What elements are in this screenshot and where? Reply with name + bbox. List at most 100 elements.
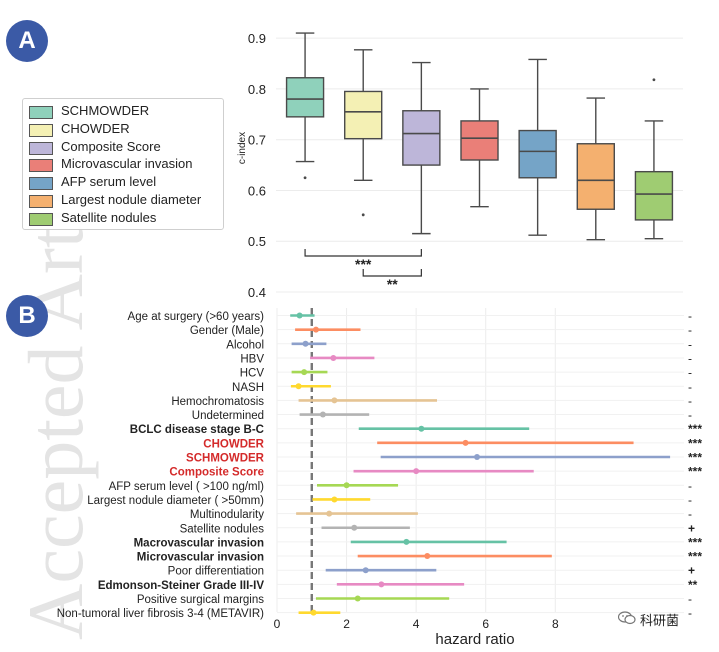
box-chowder bbox=[344, 90, 383, 140]
y-tick-label: 0.6 bbox=[248, 183, 266, 198]
legend-item: AFP serum level bbox=[29, 174, 219, 191]
row-label: CHOWDER bbox=[203, 438, 264, 450]
significance-label: - bbox=[688, 479, 692, 493]
x-tick-label: 0 bbox=[274, 617, 281, 631]
row-label: Alcohol bbox=[226, 339, 264, 351]
x-tick-label: 2 bbox=[343, 617, 350, 631]
significance-label: *** bbox=[688, 465, 702, 479]
box-outlier bbox=[361, 213, 365, 217]
significance-label: - bbox=[688, 394, 692, 408]
hazard-point bbox=[312, 326, 319, 333]
hazard-point bbox=[331, 496, 338, 503]
legend-label: CHOWDER bbox=[61, 120, 130, 136]
hazard-point bbox=[403, 538, 410, 545]
x-tick-label: 8 bbox=[552, 617, 559, 631]
legend-item: Composite Score bbox=[29, 139, 219, 156]
legend-swatch bbox=[29, 212, 53, 226]
box-largest-nodule-diameter bbox=[576, 143, 615, 210]
hazard-point bbox=[354, 595, 361, 602]
row-label: Gender (Male) bbox=[190, 325, 264, 337]
legend-swatch bbox=[29, 141, 53, 155]
panel-a-badge: A bbox=[6, 20, 48, 62]
hazard-point bbox=[474, 454, 481, 460]
row-label: HBV bbox=[240, 353, 264, 365]
y-tick-label: 0.9 bbox=[248, 31, 266, 46]
hazard-point bbox=[343, 482, 350, 489]
legend-swatch bbox=[29, 106, 53, 119]
legend-label: Largest nodule diameter bbox=[61, 192, 202, 207]
significance-label: - bbox=[688, 592, 692, 606]
x-tick-label: 4 bbox=[413, 617, 420, 631]
box-satellite-nodules bbox=[634, 170, 674, 221]
significance-bracket bbox=[304, 249, 422, 257]
row-label: Satellite nodules bbox=[180, 523, 265, 535]
row-label: SCHMOWDER bbox=[186, 453, 265, 465]
legend-label: AFP serum level bbox=[61, 174, 157, 190]
box-schmowder bbox=[285, 77, 325, 118]
legend-item: Largest nodule diameter bbox=[29, 192, 219, 209]
row-label: Positive surgical margins bbox=[137, 594, 264, 606]
hazard-point bbox=[330, 354, 337, 361]
row-label: Microvascular invasion bbox=[137, 552, 264, 564]
significance-label: + bbox=[688, 564, 695, 578]
c-index-boxplot: 0.40.50.60.70.80.9c-index***** bbox=[237, 31, 683, 300]
x-tick-label: 6 bbox=[482, 617, 489, 631]
significance-label: - bbox=[688, 309, 692, 323]
panel-b-badge: B bbox=[6, 295, 48, 337]
significance-bracket bbox=[362, 269, 422, 277]
hazard-point bbox=[302, 340, 309, 347]
significance-label: + bbox=[688, 521, 695, 535]
hazard-point bbox=[462, 439, 469, 446]
y-axis-label: c-index bbox=[237, 132, 248, 164]
y-tick-label: 0.7 bbox=[248, 133, 266, 148]
legend-label: Microvascular invasion bbox=[61, 156, 193, 172]
significance-label: *** bbox=[355, 256, 372, 272]
legend-swatch bbox=[29, 177, 53, 191]
row-label: Multinodularity bbox=[190, 509, 264, 521]
legend-swatch bbox=[29, 123, 53, 137]
hazard-point bbox=[301, 369, 308, 376]
row-label: Edmonson-Steiner Grade III-IV bbox=[98, 580, 264, 592]
significance-label: - bbox=[688, 351, 692, 365]
row-label: Composite Score bbox=[169, 467, 264, 479]
significance-label: - bbox=[688, 366, 692, 380]
significance-label: - bbox=[688, 408, 692, 422]
significance-label: - bbox=[688, 606, 692, 620]
significance-label: - bbox=[688, 380, 692, 394]
row-label: AFP serum level ( >100 ng/ml) bbox=[109, 481, 265, 493]
box-outlier bbox=[652, 78, 656, 82]
x-axis-label: hazard ratio bbox=[435, 631, 514, 648]
wechat-icon bbox=[618, 611, 636, 625]
legend-label: Composite Score bbox=[61, 138, 161, 154]
hazard-point bbox=[362, 567, 369, 574]
legend-item: CHOWDER bbox=[29, 121, 219, 138]
row-label: BCLC disease stage B-C bbox=[130, 424, 264, 436]
significance-label: - bbox=[688, 337, 692, 351]
hazard-point bbox=[424, 553, 431, 560]
boxplot-legend: SCHMOWDER CHOWDER Composite Score Microvasc… bbox=[22, 98, 224, 230]
significance-label: *** bbox=[688, 535, 702, 549]
significance-label: - bbox=[688, 323, 692, 337]
y-tick-label: 0.4 bbox=[248, 285, 266, 300]
legend-item: Microvascular invasion bbox=[29, 156, 219, 173]
row-label: Age at surgery (>60 years) bbox=[128, 311, 265, 323]
row-label: Undetermined bbox=[192, 410, 264, 422]
significance-label: - bbox=[688, 507, 692, 521]
legend-swatch bbox=[29, 159, 53, 173]
box-afp-serum-level bbox=[518, 129, 557, 179]
legend-item: SCHMOWDER bbox=[29, 103, 219, 120]
row-label: Poor differentiation bbox=[168, 566, 264, 578]
row-label: Non-tumoral liver fibrosis 3-4 (METAVIR) bbox=[57, 608, 264, 620]
hazard-point bbox=[413, 468, 420, 475]
significance-label: *** bbox=[688, 451, 702, 465]
row-label: HCV bbox=[240, 368, 265, 380]
hazard-point bbox=[351, 524, 358, 531]
significance-label: - bbox=[688, 493, 692, 507]
significance-label: ** bbox=[387, 276, 398, 292]
significance-label: *** bbox=[688, 550, 702, 564]
hazard-point bbox=[418, 425, 425, 432]
row-label: NASH bbox=[232, 382, 264, 394]
row-label: Largest nodule diameter ( >50mm) bbox=[87, 495, 264, 507]
legend-item: Satellite nodules bbox=[29, 210, 219, 227]
